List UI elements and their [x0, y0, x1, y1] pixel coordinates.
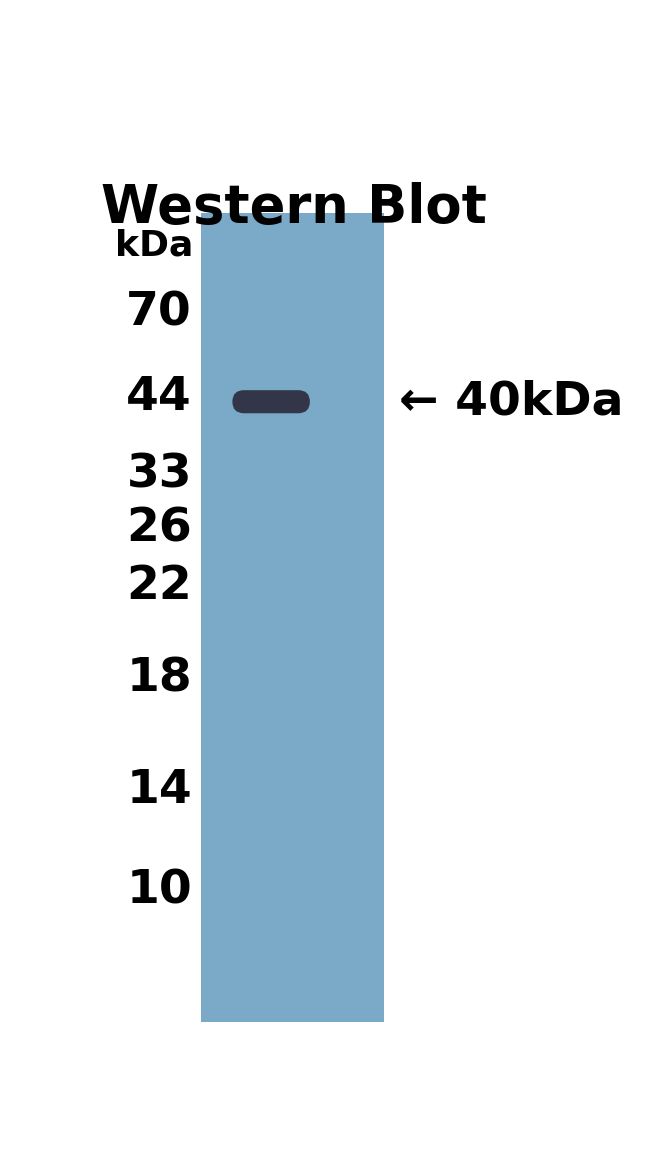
Text: 22: 22 [126, 564, 192, 609]
Text: 26: 26 [126, 506, 192, 552]
Text: 18: 18 [127, 656, 192, 702]
Text: kDa: kDa [115, 229, 194, 262]
Text: 10: 10 [126, 869, 192, 913]
Text: 14: 14 [126, 768, 192, 813]
Bar [202, 213, 384, 1021]
Text: ← 40kDa: ← 40kDa [399, 379, 623, 424]
Text: Western Blot: Western Blot [101, 182, 488, 234]
Text: 70: 70 [126, 290, 192, 336]
Text: 44: 44 [126, 375, 192, 421]
FancyBboxPatch shape [233, 391, 310, 413]
Text: 33: 33 [127, 452, 192, 498]
